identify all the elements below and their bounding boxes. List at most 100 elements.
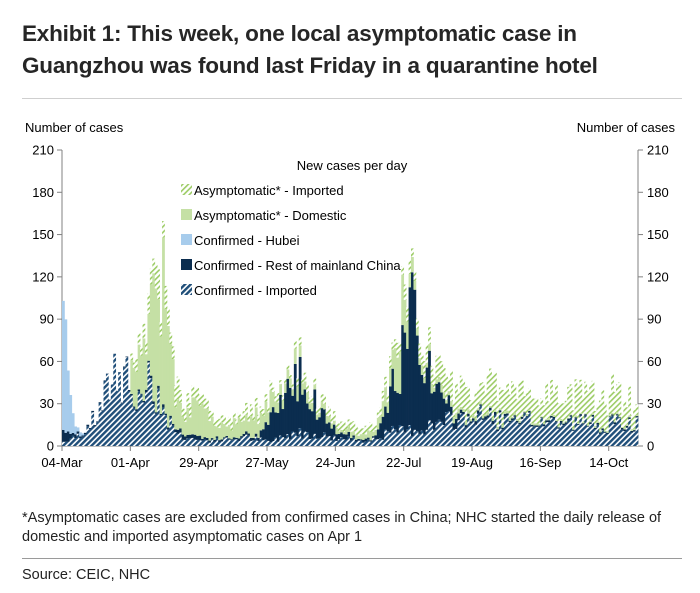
bar-confirmed_imported [511,420,514,446]
bar-asymptomatic_imported [508,394,512,418]
x-tick-label: 24-Jun [315,455,355,470]
bar-confirmed_rest [489,407,492,411]
bar-confirmed_rest [569,415,573,417]
bar-asymptomatic_domestic [432,387,436,392]
bar-confirmed_imported [350,440,353,446]
bar-asymptomatic_imported [515,399,519,419]
bar-asymptomatic_domestic [374,429,378,436]
bar-confirmed_imported [374,439,378,446]
bar-confirmed_imported [476,413,480,446]
bar-asymptomatic_domestic [398,351,402,394]
x-tick-label: 01-Apr [111,455,151,470]
bar-asymptomatic_imported [184,409,187,422]
bar-asymptomatic_domestic [154,288,158,413]
chart-area: Number of cases Number of cases 0 0 30 30 60… [25,120,675,470]
bar-confirmed_rest [557,427,561,429]
bar-asymptomatic_imported [535,398,539,424]
bar-asymptomatic_domestic [203,408,207,438]
x-tick-label: 29-Apr [179,455,219,470]
bar-confirmed_imported [220,441,224,446]
bar-asymptomatic_domestic [611,412,614,415]
bar-confirmed_rest [420,374,424,431]
bar-confirmed_imported [389,432,392,446]
bar-confirmed_rest [457,413,461,421]
legend-label-confirmed_hubei: Confirmed - Hubei [194,233,300,248]
bar-asymptomatic_domestic [616,412,619,415]
bar-asymptomatic_imported [552,391,556,415]
bar-confirmed_rest [96,421,99,423]
bar-confirmed_rest [540,417,544,419]
bar-confirmed_imported [513,416,517,446]
bar-asymptomatic_domestic [328,416,331,423]
bar-asymptomatic_domestic [301,383,304,395]
bar-asymptomatic_imported [193,388,197,398]
bar-confirmed_rest [428,350,431,421]
bar-asymptomatic_imported [579,379,583,413]
bar-confirmed_imported [594,429,597,446]
bar-confirmed_rest [484,416,488,420]
bar-confirmed_rest [362,439,365,443]
bar-confirmed_imported [530,426,534,446]
bar-confirmed_imported [550,417,553,446]
bar-confirmed_rest [223,437,226,439]
bar-confirmed_imported [74,438,77,446]
bar-confirmed_imported [506,415,509,446]
bar-asymptomatic_domestic [401,274,405,326]
bar-confirmed_rest [381,416,385,440]
bar-confirmed_rest [335,434,339,441]
bar-asymptomatic_domestic [630,429,634,431]
bar-asymptomatic_imported [381,390,385,402]
bar-confirmed_rest [430,393,434,424]
bar-confirmed_rest [120,402,124,404]
bar-asymptomatic_domestic [386,402,390,413]
bar-confirmed_imported [196,439,200,446]
y-tick-label: 180 [32,185,54,200]
bar-asymptomatic_imported [357,428,361,436]
bar-confirmed_imported [96,422,99,446]
bar-asymptomatic_imported [352,421,356,432]
bar-confirmed_imported [306,432,309,446]
bar-confirmed_imported [69,438,73,446]
bar-asymptomatic_imported [472,399,475,415]
bar-confirmed_hubei [79,432,82,437]
bar-confirmed_imported [310,438,314,446]
bar-asymptomatic_domestic [437,376,441,383]
bar-asymptomatic_domestic [598,430,602,433]
bar-asymptomatic_domestic [491,418,495,422]
bar-asymptomatic_domestic [603,430,607,432]
bar-asymptomatic_imported [379,407,383,416]
bar-confirmed_imported [567,420,571,446]
bar-asymptomatic_imported [196,387,200,401]
bar-confirmed_imported [459,413,463,446]
x-tick-label: 19-Aug [451,455,493,470]
bar-asymptomatic_imported [513,386,517,413]
bar-confirmed_rest [574,417,578,419]
bar-asymptomatic_domestic [166,326,170,428]
bar-confirmed_rest [486,415,490,418]
bar-confirmed_rest [127,389,131,391]
bar-asymptomatic_imported [450,370,453,402]
bar-confirmed_imported [213,441,217,446]
bar-confirmed_imported [313,433,317,446]
bar-asymptomatic_imported [611,374,614,413]
bar-confirmed_imported [288,439,292,446]
bar-asymptomatic_imported [616,384,619,413]
bar-asymptomatic_imported [159,322,163,337]
bar-confirmed_rest [357,438,361,441]
bar-confirmed_rest [188,434,192,439]
bar-confirmed_imported [223,438,226,446]
bar-asymptomatic_domestic [271,391,275,408]
bar-asymptomatic_imported [247,415,251,422]
bar-confirmed_hubei [62,300,65,430]
bar-asymptomatic_domestic [362,434,365,440]
bar-confirmed_rest [76,431,80,434]
bar-confirmed_imported [472,420,475,446]
bar-confirmed_rest [337,433,341,440]
bar-confirmed_rest [154,412,158,414]
bar-asymptomatic_imported [398,342,402,352]
bar-confirmed_imported [98,402,102,446]
bar-asymptomatic_domestic [352,431,356,436]
bar-confirmed_imported [474,424,478,446]
bar-confirmed_rest [208,440,212,443]
bar-asymptomatic_imported [328,406,331,417]
